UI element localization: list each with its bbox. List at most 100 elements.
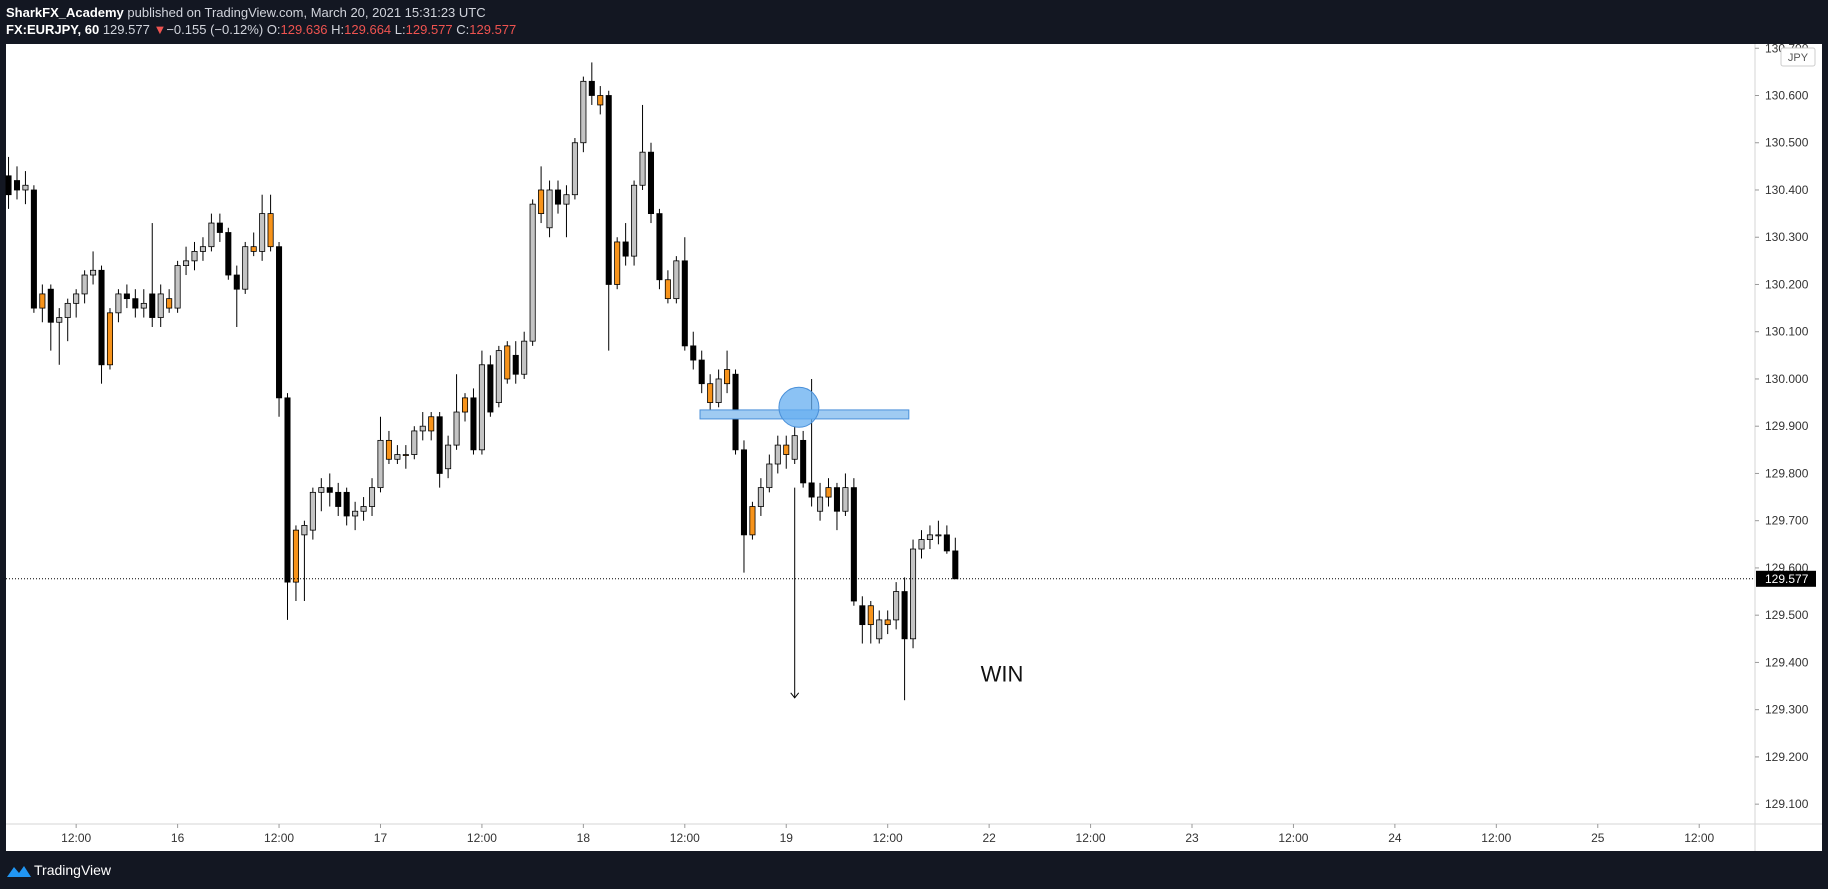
last-price: 129.577 bbox=[102, 22, 150, 37]
y-tick-label: 130.300 bbox=[1765, 230, 1809, 244]
change: −0.155 (−0.12%) bbox=[166, 22, 264, 37]
candle-body bbox=[808, 482, 815, 498]
published: published on TradingView.com, March 20, … bbox=[127, 5, 486, 20]
candle-body bbox=[825, 487, 832, 498]
symbol: FX:EURJPY, 60 bbox=[6, 22, 100, 37]
candle-body bbox=[529, 203, 536, 342]
h-label: H: bbox=[331, 22, 345, 37]
candle-body bbox=[935, 534, 942, 537]
x-tick-label: 12:00 bbox=[1278, 831, 1308, 845]
candle-body bbox=[470, 397, 477, 451]
l-value: 129.577 bbox=[405, 22, 453, 37]
candle-body bbox=[123, 293, 130, 300]
candle-body bbox=[597, 95, 604, 106]
y-tick-label: 130.100 bbox=[1765, 325, 1809, 339]
candle-body bbox=[419, 425, 426, 432]
candle-body bbox=[740, 449, 747, 536]
author: SharkFX_Academy bbox=[6, 5, 124, 20]
candle-body bbox=[335, 491, 342, 507]
candle-body bbox=[478, 364, 485, 451]
candle-body bbox=[242, 246, 249, 290]
x-tick-label: 12:00 bbox=[873, 831, 903, 845]
y-tick-label: 130.400 bbox=[1765, 183, 1809, 197]
candle-body bbox=[428, 416, 435, 432]
candle-body bbox=[292, 529, 299, 583]
x-tick-label: 12:00 bbox=[670, 831, 700, 845]
last-price-tag bbox=[1756, 570, 1816, 587]
candle-body bbox=[208, 222, 215, 248]
candle-body bbox=[783, 444, 790, 455]
candle-body bbox=[521, 340, 528, 375]
candle-body bbox=[749, 506, 756, 536]
candle-body bbox=[647, 151, 655, 215]
candle-body bbox=[411, 430, 418, 455]
currency: JPY bbox=[1788, 52, 1809, 64]
candle-body bbox=[580, 80, 587, 144]
candle-body bbox=[318, 487, 325, 493]
candle-body bbox=[369, 487, 376, 507]
right-border bbox=[1822, 44, 1828, 851]
candle-body bbox=[724, 369, 731, 385]
candle-body bbox=[352, 510, 359, 517]
candle-body bbox=[309, 491, 316, 531]
candle-body bbox=[774, 444, 781, 465]
y-tick-label: 130.600 bbox=[1765, 88, 1809, 102]
x-tick-label: 23 bbox=[1185, 831, 1199, 845]
candle-body bbox=[850, 487, 857, 602]
candle-body bbox=[833, 487, 840, 512]
x-tick-label: 19 bbox=[780, 831, 794, 845]
candle-body bbox=[926, 534, 933, 540]
candle-body bbox=[47, 288, 54, 323]
y-tick-label: 129.900 bbox=[1765, 419, 1809, 433]
candle-body bbox=[39, 293, 46, 309]
candle-body bbox=[563, 194, 570, 205]
quote-line: FX:EURJPY, 60 129.577 ▼−0.155 (−0.12%) O… bbox=[6, 22, 516, 37]
candle-body bbox=[284, 397, 291, 583]
x-tick-label: 12:00 bbox=[1481, 831, 1511, 845]
candle-body bbox=[639, 151, 646, 186]
candle-body bbox=[495, 350, 502, 403]
candle-body bbox=[216, 222, 223, 233]
h-value: 129.664 bbox=[344, 22, 392, 37]
candle-body bbox=[571, 142, 578, 196]
candle-body bbox=[56, 317, 63, 323]
candle-body bbox=[605, 95, 612, 285]
y-tick-label: 129.100 bbox=[1765, 797, 1809, 811]
candle-body bbox=[817, 496, 824, 512]
candle-body bbox=[512, 354, 519, 375]
chart: 129.100129.200129.300129.400129.500129.6… bbox=[0, 44, 1828, 851]
candle-body bbox=[715, 378, 722, 403]
candle-body bbox=[859, 605, 866, 626]
candle-body bbox=[191, 251, 198, 262]
candle-body bbox=[546, 189, 553, 229]
candle-body bbox=[225, 232, 232, 276]
candle-body bbox=[631, 184, 638, 257]
currency-box bbox=[1780, 47, 1816, 67]
x-tick-label: 12:00 bbox=[61, 831, 91, 845]
candle-body bbox=[952, 550, 959, 580]
x-tick-label: 22 bbox=[982, 831, 996, 845]
c-label: C: bbox=[456, 22, 470, 37]
candle-body bbox=[276, 246, 283, 399]
candle-body bbox=[140, 302, 147, 309]
candle-body bbox=[690, 345, 697, 361]
candle-body bbox=[149, 293, 156, 318]
candle-body bbox=[115, 293, 122, 314]
x-tick-label: 25 bbox=[1591, 831, 1605, 845]
publish-line: SharkFX_Academy published on TradingView… bbox=[6, 5, 486, 20]
x-tick-label: 18 bbox=[577, 831, 591, 845]
candle-body bbox=[461, 397, 469, 413]
candle-body bbox=[791, 435, 798, 460]
candle-body bbox=[918, 539, 925, 550]
o-label: O: bbox=[266, 22, 281, 37]
y-tick-label: 129.200 bbox=[1765, 750, 1809, 764]
candle-body bbox=[106, 312, 113, 366]
candle-body bbox=[656, 213, 663, 281]
candle-body bbox=[867, 605, 874, 626]
candle-body bbox=[884, 619, 891, 626]
y-tick-label: 130.000 bbox=[1765, 372, 1809, 386]
x-tick-label: 12:00 bbox=[264, 831, 294, 845]
candle-body bbox=[901, 591, 908, 640]
c-value: 129.577 bbox=[469, 22, 517, 37]
